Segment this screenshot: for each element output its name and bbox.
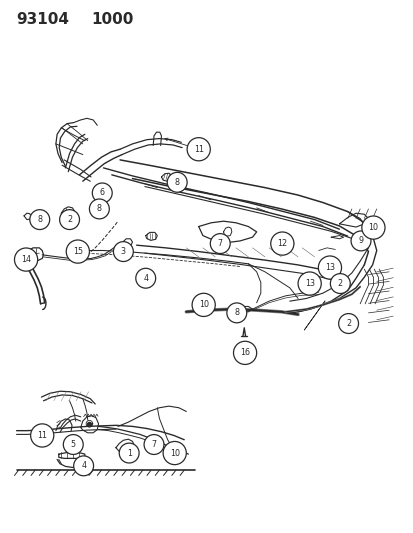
- Text: 10: 10: [368, 223, 377, 232]
- Text: 2: 2: [67, 215, 72, 224]
- Ellipse shape: [330, 273, 349, 294]
- Ellipse shape: [297, 272, 320, 295]
- Ellipse shape: [270, 232, 293, 255]
- Text: 10: 10: [169, 449, 179, 457]
- Ellipse shape: [74, 456, 93, 476]
- Text: 4: 4: [143, 274, 148, 282]
- Ellipse shape: [66, 240, 89, 263]
- Text: 5: 5: [71, 440, 76, 449]
- Text: 7: 7: [217, 239, 222, 248]
- Text: 1000: 1000: [91, 12, 133, 27]
- Ellipse shape: [210, 233, 230, 254]
- Ellipse shape: [187, 138, 210, 161]
- Ellipse shape: [31, 424, 54, 447]
- Ellipse shape: [233, 341, 256, 365]
- Ellipse shape: [318, 256, 341, 279]
- Ellipse shape: [59, 209, 79, 230]
- Text: 7: 7: [151, 440, 156, 449]
- Text: 1: 1: [126, 449, 131, 457]
- Text: 9: 9: [358, 237, 363, 245]
- Text: 8: 8: [97, 205, 102, 213]
- Ellipse shape: [89, 199, 109, 219]
- Ellipse shape: [14, 248, 38, 271]
- Text: 13: 13: [304, 279, 314, 288]
- Text: 10: 10: [198, 301, 208, 309]
- Text: 8: 8: [234, 309, 239, 317]
- Text: 3: 3: [121, 247, 126, 256]
- Ellipse shape: [350, 231, 370, 251]
- Text: 11: 11: [37, 431, 47, 440]
- Text: 11: 11: [193, 145, 203, 154]
- Text: 14: 14: [21, 255, 31, 264]
- Ellipse shape: [167, 172, 187, 192]
- Ellipse shape: [119, 443, 139, 463]
- Text: 2: 2: [345, 319, 350, 328]
- Text: 4: 4: [81, 462, 86, 470]
- Ellipse shape: [338, 313, 358, 334]
- Text: 8: 8: [174, 178, 179, 187]
- Ellipse shape: [192, 293, 215, 317]
- Ellipse shape: [63, 434, 83, 455]
- Ellipse shape: [361, 216, 384, 239]
- Ellipse shape: [30, 209, 50, 230]
- Text: 93104: 93104: [17, 12, 69, 27]
- Ellipse shape: [113, 241, 133, 262]
- Ellipse shape: [92, 183, 112, 203]
- Ellipse shape: [135, 268, 155, 288]
- Text: 8: 8: [37, 215, 42, 224]
- Text: 12: 12: [277, 239, 287, 248]
- Text: 2: 2: [337, 279, 342, 288]
- Ellipse shape: [226, 303, 246, 323]
- Text: 13: 13: [324, 263, 334, 272]
- Text: 15: 15: [73, 247, 83, 256]
- Ellipse shape: [144, 434, 164, 455]
- Ellipse shape: [163, 441, 186, 465]
- Text: 16: 16: [240, 349, 249, 357]
- Text: 6: 6: [100, 189, 104, 197]
